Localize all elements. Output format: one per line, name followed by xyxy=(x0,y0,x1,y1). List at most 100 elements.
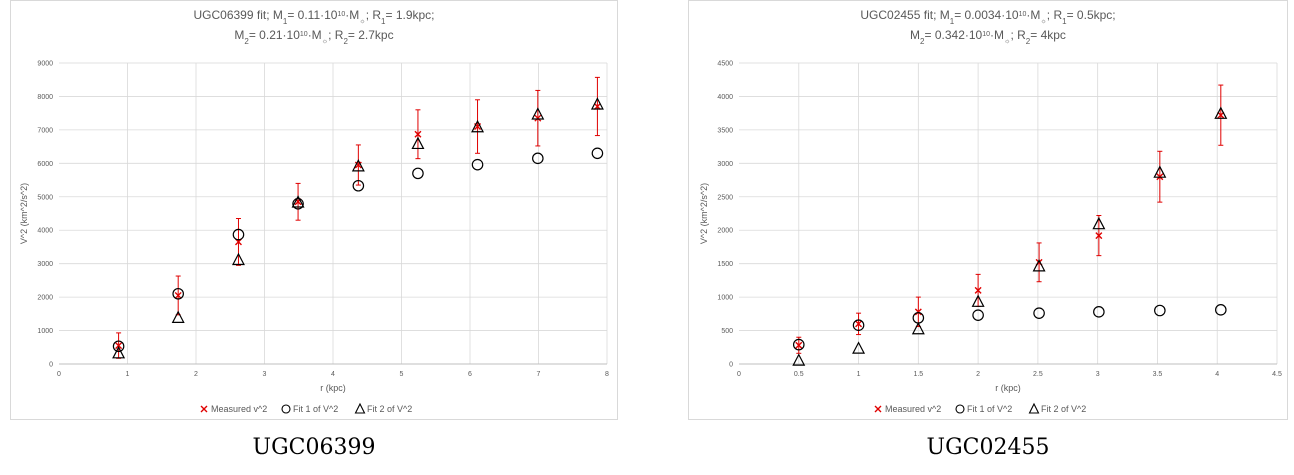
point-fit2 xyxy=(351,159,365,172)
title-part: 2 xyxy=(244,37,249,46)
point-fit1 xyxy=(1154,304,1166,317)
point-fit1 xyxy=(412,167,424,180)
legend-marker-fit1 xyxy=(281,404,291,414)
chart-ugc06399: UGC06399 fit; M1= 0.11·1010·M☼; R1= 1.9k… xyxy=(19,8,609,414)
series-triangle xyxy=(792,106,1228,366)
y-tick-label: 3000 xyxy=(37,261,53,268)
point-fit2 xyxy=(231,252,245,266)
y-tick-label: 3000 xyxy=(717,161,733,168)
x-tick-label: 3.5 xyxy=(1153,371,1163,378)
y-tick-label: 5000 xyxy=(37,194,53,201)
y-tick-label: 4000 xyxy=(717,94,733,101)
legend-label-fit2: Fit 2 of V^2 xyxy=(367,404,412,414)
legend-marker-fit2 xyxy=(1028,402,1040,414)
chart-title-line2: M2= 0.342·1010·M☼; R2= 4kpc xyxy=(910,28,1066,46)
point-measured xyxy=(115,342,123,350)
title-part: M xyxy=(234,28,244,42)
point-fit2 xyxy=(112,346,126,359)
x-tick-label: 0 xyxy=(737,371,741,378)
title-part: = 4kpc xyxy=(1030,28,1066,42)
title-part: = 0.342·10 xyxy=(925,28,983,42)
chart-title-line1: UGC06399 fit; M1= 0.11·1010·M☼; R1= 1.9k… xyxy=(193,8,434,26)
point-fit1 xyxy=(972,309,984,321)
legend-label-fit1: Fit 1 of V^2 xyxy=(967,404,1012,414)
point-fit2 xyxy=(911,321,925,335)
title-part: 1 xyxy=(283,17,288,26)
title-part: 2 xyxy=(343,37,348,46)
legend-marker-fit1 xyxy=(955,404,965,414)
x-tick-label: 4 xyxy=(331,371,335,378)
y-tick-label: 1000 xyxy=(37,328,53,335)
title-part: UGC02455 fit; M xyxy=(860,8,949,22)
x-tick-label: 1 xyxy=(126,371,130,378)
title-part: 1 xyxy=(950,17,955,26)
x-tick-label: 2.5 xyxy=(1033,371,1043,378)
point-fit2 xyxy=(471,119,485,133)
point-fit2 xyxy=(971,294,985,307)
title-part: ·M xyxy=(990,28,1004,42)
point-measured xyxy=(1217,111,1225,119)
legend-label-measured: Measured v^2 xyxy=(885,404,941,414)
title-part: ; R xyxy=(366,8,382,22)
x-axis-label: r (kpc) xyxy=(995,383,1021,393)
chart-panel-ugc06399: UGC06399 fit; M1= 0.11·1010·M☼; R1= 1.9k… xyxy=(10,0,618,420)
title-part: 1 xyxy=(381,17,386,26)
point-fit2 xyxy=(291,195,305,208)
x-tick-label: 3 xyxy=(1096,371,1100,378)
y-tick-label: 2000 xyxy=(717,228,733,235)
point-measured xyxy=(174,291,182,299)
point-fit2 xyxy=(1214,106,1228,119)
point-measured xyxy=(914,308,922,316)
y-tick-label: 1000 xyxy=(717,295,733,302)
title-part: 10 xyxy=(982,31,990,38)
legend-marker-fit2 xyxy=(354,402,366,414)
title-part: = 0.21·10 xyxy=(249,28,300,42)
legend-label-fit2: Fit 2 of V^2 xyxy=(1041,404,1086,414)
title-part: = 1.9kpc; xyxy=(385,8,434,22)
series-x xyxy=(115,76,601,359)
point-fit2 xyxy=(852,341,866,354)
title-part: UGC06399 fit; M xyxy=(193,8,282,22)
y-tick-label: 4000 xyxy=(37,228,53,235)
series-triangle xyxy=(112,97,604,359)
series-x xyxy=(795,84,1225,354)
point-fit2 xyxy=(792,353,806,366)
x-tick-label: 6 xyxy=(468,371,472,378)
title-part: 1 xyxy=(1062,17,1067,26)
point-fit1 xyxy=(1215,304,1227,316)
title-part: ☼ xyxy=(1040,18,1046,25)
point-fit2 xyxy=(1032,259,1046,272)
title-part: ; R xyxy=(328,28,344,42)
series-circle xyxy=(112,147,604,353)
title-part: 2 xyxy=(920,37,925,46)
title-part: ·M xyxy=(308,28,322,42)
x-tick-label: 0 xyxy=(57,371,61,378)
legend-marker-measured xyxy=(874,405,882,413)
chart-panel-ugc02455: UGC02455 fit; M1= 0.0034·1010·M☼; R1= 0.… xyxy=(688,0,1288,420)
point-measured xyxy=(974,286,982,294)
x-tick-label: 2 xyxy=(976,371,980,378)
title-part: = 0.0034·10 xyxy=(954,8,1019,22)
title-part: ; R xyxy=(1047,8,1063,22)
point-measured xyxy=(1095,232,1103,240)
point-fit1 xyxy=(232,228,245,241)
y-tick-label: 3500 xyxy=(717,127,733,134)
title-part: ☼ xyxy=(1004,38,1010,45)
x-tick-label: 3 xyxy=(263,371,267,378)
point-fit1 xyxy=(852,319,865,332)
point-measured xyxy=(795,341,803,349)
title-part: ; R xyxy=(1010,28,1026,42)
y-tick-label: 9000 xyxy=(37,61,53,68)
y-axis-label: V^2 (km^2/s^2) xyxy=(19,183,29,244)
point-fit2 xyxy=(1092,216,1106,230)
point-fit1 xyxy=(1033,307,1045,319)
point-fit2 xyxy=(590,97,604,110)
point-fit1 xyxy=(532,152,544,165)
point-measured xyxy=(534,114,542,122)
x-axis-label: r (kpc) xyxy=(320,383,346,393)
chart-ugc02455: UGC02455 fit; M1= 0.0034·1010·M☼; R1= 0.… xyxy=(699,8,1282,414)
point-fit2 xyxy=(411,136,425,150)
point-fit2 xyxy=(531,107,545,120)
point-fit1 xyxy=(1093,306,1105,318)
legend-label-fit1: Fit 1 of V^2 xyxy=(293,404,338,414)
